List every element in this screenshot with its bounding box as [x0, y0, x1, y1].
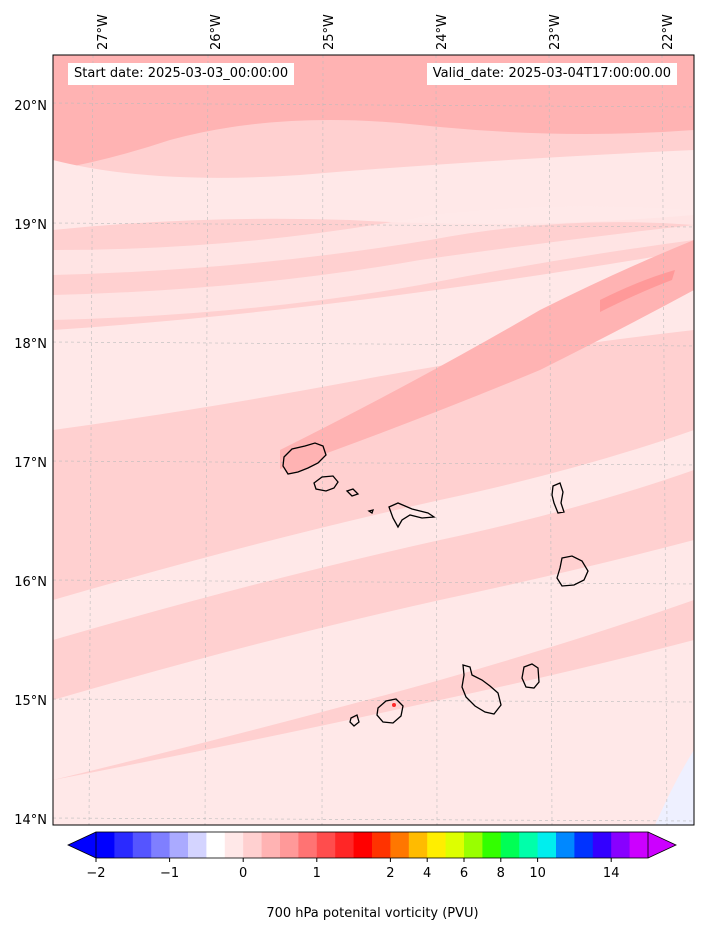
pv-field	[53, 55, 694, 825]
colorbar-segment	[611, 832, 631, 858]
island-santo-antao	[282, 442, 327, 475]
colorbar-segment	[298, 832, 318, 858]
lon-label-24w: 24°W	[435, 14, 450, 50]
lat-label-20n: 20°N	[14, 99, 47, 114]
colorbar-segment	[243, 832, 263, 858]
lon-label-26w: 26°W	[209, 14, 224, 50]
colorbar-tick-label: 0	[239, 866, 247, 881]
colorbar-segment	[169, 832, 189, 858]
colorbar-segment	[427, 832, 447, 858]
island-maio	[521, 663, 540, 689]
colorbar-tick-label: 14	[603, 866, 620, 881]
map-frame	[52, 54, 695, 826]
island-boa-vista	[556, 555, 589, 587]
colorbar-segment	[592, 832, 612, 858]
island-brava	[349, 714, 360, 727]
lat-label-14n: 14°N	[14, 813, 47, 828]
lon-label-25w: 25°W	[322, 14, 337, 50]
lon-label-27w: 27°W	[96, 14, 111, 50]
colorbar-segment	[408, 832, 428, 858]
lon-label-23w: 23°W	[548, 14, 563, 50]
colorbar-extend-min	[68, 832, 96, 858]
colorbar-segment	[261, 832, 281, 858]
colorbar-segment	[464, 832, 483, 858]
colorbar-segment	[353, 832, 373, 858]
colorbar-segment	[390, 832, 410, 858]
colorbar-segment	[316, 832, 336, 858]
lat-label-19n: 19°N	[14, 218, 47, 233]
colorbar-tick-label: 1	[313, 866, 321, 881]
colorbar-segment	[629, 832, 649, 858]
colorbar-tick-label: −1	[160, 866, 179, 881]
longitude-labels: 27°W 26°W 25°W 24°W 23°W 22°W	[96, 14, 676, 50]
island-fogo	[376, 698, 404, 724]
valid-date-label: Valid_date: 2025-03-04T17:00:00.00	[426, 63, 677, 85]
colorbar-tick-label: 10	[529, 866, 546, 881]
colorbar-segment	[224, 832, 244, 858]
island-sao-vicente	[313, 475, 339, 492]
island-sao-nicolau	[367, 502, 436, 529]
colorbar-segment	[188, 832, 207, 858]
lat-label-17n: 17°N	[14, 456, 47, 471]
colorbar-segment	[574, 832, 594, 858]
colorbar-segment	[96, 832, 115, 858]
colorbar-extend-max	[648, 832, 676, 858]
colorbar-segment	[280, 832, 299, 858]
colorbar-segment	[132, 832, 152, 858]
colorbar-segment	[206, 832, 226, 858]
latitude-labels: 20°N 19°N 18°N 17°N 16°N 15°N 14°N	[14, 99, 47, 828]
colorbar-tick-label: 8	[497, 866, 505, 881]
colorbar-segment	[500, 832, 520, 858]
colorbar-segment	[445, 832, 465, 858]
colorbar-segment	[482, 832, 502, 858]
island-sal	[551, 482, 565, 514]
island-santa-luzia	[345, 488, 360, 497]
graticule	[53, 55, 694, 825]
colorbar-segment	[151, 832, 171, 858]
colorbar-tick-label: 6	[460, 866, 468, 881]
start-date-label: Start date: 2025-03-03_00:00:00	[68, 63, 295, 85]
colorbar-segment	[519, 832, 539, 858]
colorbar-tick-label: 4	[423, 866, 431, 881]
colorbar-segment	[372, 832, 391, 858]
colorbar-segment	[335, 832, 355, 858]
colorbar-tick-label: −2	[86, 866, 105, 881]
colorbar-tick-label: 2	[386, 866, 394, 881]
lat-label-18n: 18°N	[14, 337, 47, 352]
colorbar-segment	[556, 832, 575, 858]
colorbar: −2 −1 0 1 2 4 6 8 10 14	[67, 831, 677, 881]
colorbar-segment	[537, 832, 557, 858]
cape-verde-islands	[282, 442, 589, 727]
lon-label-22w: 22°W	[661, 14, 676, 50]
lat-label-16n: 16°N	[14, 575, 47, 590]
island-santiago	[461, 664, 502, 715]
colorbar-title: 700 hPa potenital vorticity (PVU)	[266, 906, 479, 921]
lat-label-15n: 15°N	[14, 694, 47, 709]
colorbar-segment	[114, 832, 134, 858]
